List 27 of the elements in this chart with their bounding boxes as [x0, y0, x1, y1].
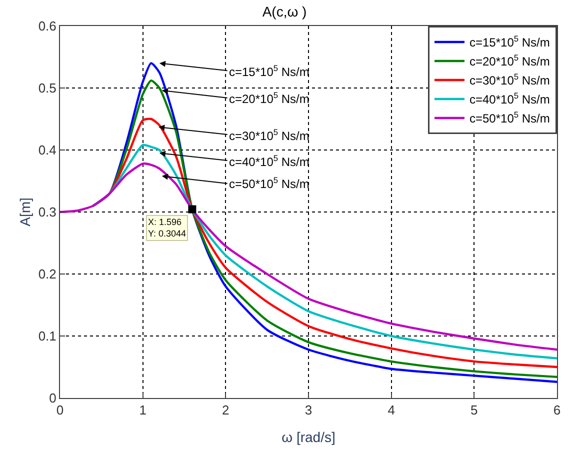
y-tick-label: 0: [49, 390, 56, 406]
legend-label: c=20*10$^{5}$ Ns/m: [470, 52, 550, 69]
chart-title: A(c,ω ): [262, 4, 307, 20]
annotation: c=30*10$^{5}$ Ns/m: [229, 127, 310, 144]
y-tick-label: 0.5: [38, 80, 56, 96]
y-tick-label: 0.3: [38, 204, 56, 220]
x-axis-title: ω [rad/s]: [282, 428, 336, 445]
annotation: c=50*10$^{5}$ Ns/m: [229, 175, 310, 192]
legend-label: c=50*10$^{5}$ Ns/m: [470, 110, 550, 126]
annotation: c=15*10$^{5}$ Ns/m: [229, 63, 310, 80]
annotation: c=40*10$^{5}$ Ns/m: [229, 153, 310, 170]
legend-label: c=30*10$^{5}$ Ns/m: [470, 72, 550, 88]
y-tick-label: 0.2: [38, 266, 56, 282]
x-tick-label: 2: [222, 402, 230, 418]
x-tick-label: 1: [139, 402, 146, 418]
annotation: c=20*10$^{5}$ Ns/m: [229, 90, 310, 106]
y-tick-label: 0.6: [38, 18, 56, 34]
x-tick-label: 3: [304, 402, 312, 418]
x-tick-label: 4: [388, 402, 395, 418]
legend-label: c=40*10$^{5}$ Ns/m: [470, 90, 550, 107]
x-tick-label: 5: [470, 402, 478, 418]
y-tick-label: 0.4: [38, 142, 56, 158]
y-tick-label: 0.1: [38, 328, 56, 344]
y-axis-title: A[m]: [16, 198, 33, 226]
legend-label: c=15*10$^{5}$ Ns/m: [470, 34, 550, 50]
annotation: X: 1.596 Y: 0.3044: [148, 217, 186, 239]
x-tick-label: 6: [553, 402, 561, 418]
